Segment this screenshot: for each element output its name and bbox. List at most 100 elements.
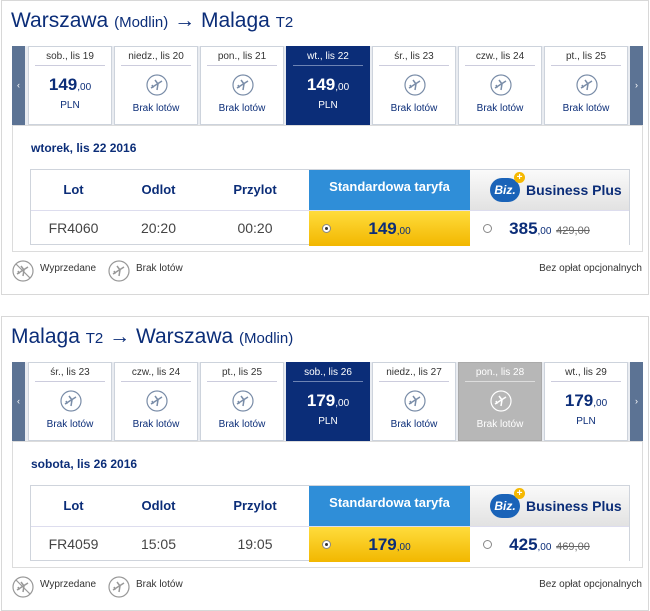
day-cell[interactable]: śr., lis 23 Brak lotów xyxy=(28,362,112,441)
no-flights-icon xyxy=(108,260,130,282)
price-cents: ,00 xyxy=(335,82,350,93)
currency: PLN xyxy=(318,100,338,111)
day-cell[interactable]: niedz., lis 20 Brak lotów xyxy=(114,46,198,125)
day-cell[interactable]: pon., lis 21 Brak lotów xyxy=(200,46,284,125)
biz-plus: + xyxy=(514,488,525,499)
title-from: Warszawa xyxy=(11,9,109,32)
day-cell[interactable]: pt., lis 25 Brak lotów xyxy=(200,362,284,441)
day-cell[interactable]: sob., lis 19 149,00 PLN xyxy=(28,46,112,125)
day-label: niedz., lis 27 xyxy=(379,367,449,382)
standard-fare[interactable]: 179,00 xyxy=(309,526,470,562)
price-cents: ,00 xyxy=(77,82,92,93)
day-cell[interactable]: czw., lis 24 Brak lotów xyxy=(114,362,198,441)
legend-note: Bez opłat opcjonalnych xyxy=(539,263,642,274)
no-flights-icon xyxy=(146,390,168,412)
day-cell[interactable]: wt., lis 22 149,00 PLN xyxy=(286,46,370,125)
old-cents: ,00 xyxy=(574,541,590,553)
day-label: czw., lis 24 xyxy=(121,367,191,382)
day-status: Brak lotów xyxy=(390,103,438,114)
sold-out-icon xyxy=(12,576,34,598)
day-cell[interactable]: sob., lis 26 179,00 PLN xyxy=(286,362,370,441)
header-flight: Lot xyxy=(63,498,84,513)
day-label: śr., lis 23 xyxy=(379,51,449,66)
business-cents: ,00 xyxy=(537,226,552,237)
fare-radio[interactable] xyxy=(483,224,492,233)
prev-button[interactable]: ‹ xyxy=(12,362,25,441)
title-from-note: (Modlin) xyxy=(114,14,169,31)
title-arrow: → xyxy=(109,325,131,348)
header-standard: Standardowa taryfa xyxy=(309,170,470,210)
selected-date: sobota, lis 26 2016 xyxy=(31,457,138,471)
day-cell[interactable]: pon., lis 28 Brak lotów xyxy=(458,362,542,441)
day-status: Brak lotów xyxy=(562,103,610,114)
biz-badge: Biz. xyxy=(490,178,520,202)
prev-button[interactable]: ‹ xyxy=(12,46,25,125)
no-flights-icon xyxy=(490,74,512,96)
fare-radio[interactable] xyxy=(322,540,331,549)
price-cents: ,00 xyxy=(593,398,608,409)
business-price: 425 xyxy=(509,535,538,554)
route-title: Warszawa (Modlin) → Malaga T2 xyxy=(11,9,293,33)
currency: PLN xyxy=(60,100,80,111)
price-amount: 149 xyxy=(48,75,78,94)
day-cell[interactable]: niedz., lis 27 Brak lotów xyxy=(372,362,456,441)
sold-out-icon xyxy=(12,260,34,282)
day-label: sob., lis 26 xyxy=(293,367,363,382)
cell-flight: FR4060 xyxy=(31,210,116,246)
legend-no-flights: Brak lotów xyxy=(136,263,183,274)
day-label: pt., lis 25 xyxy=(551,51,621,66)
fare-panel: wtorek, lis 22 2016 Lot Odlot Przylot Standa… xyxy=(12,125,643,252)
header-arrival: Przylot xyxy=(233,182,277,197)
business-fare[interactable]: 425,00 469,00 xyxy=(470,526,629,562)
title-to-note: (Modlin) xyxy=(239,330,294,347)
business-fare[interactable]: 385,00 429,00 xyxy=(470,210,629,246)
day-status: Brak lotów xyxy=(132,103,180,114)
header-departure: Odlot xyxy=(141,182,176,197)
day-cell[interactable]: czw., lis 24 Brak lotów xyxy=(458,46,542,125)
header-standard: Standardowa taryfa xyxy=(309,486,470,526)
price-amount: 179 xyxy=(306,391,336,410)
business-price: 385 xyxy=(509,219,538,238)
fare-table: Lot Odlot Przylot Standardowa taryfa Biz. + Bu… xyxy=(30,485,630,562)
day-price: 179,00 xyxy=(287,391,369,411)
header-departure: Odlot xyxy=(141,498,176,513)
title-to: Warszawa xyxy=(135,325,234,348)
day-label: pt., lis 25 xyxy=(207,367,277,382)
no-flights-icon xyxy=(108,576,130,598)
flight-section: Warszawa (Modlin) → Malaga T2 ‹ › sob., li… xyxy=(1,0,649,295)
cell-flight: FR4059 xyxy=(31,526,116,562)
fare-radio[interactable] xyxy=(322,224,331,233)
standard-fare[interactable]: 149,00 xyxy=(309,210,470,246)
selected-date: wtorek, lis 22 2016 xyxy=(31,141,137,155)
day-cell[interactable]: pt., lis 25 Brak lotów xyxy=(544,46,628,125)
flight-section: Malaga T2 → Warszawa (Modlin) ‹ › śr., lis… xyxy=(1,316,649,611)
no-flights-icon xyxy=(232,390,254,412)
next-button[interactable]: › xyxy=(630,362,643,441)
date-strip: ‹ › śr., lis 23 Brak lotów czw., lis 24 Brak … xyxy=(12,362,643,441)
legend-sold-out: Wyprzedane xyxy=(40,579,97,590)
day-status: Brak lotów xyxy=(132,419,180,430)
day-price: 179,00 xyxy=(545,391,627,411)
price-amount: 179 xyxy=(564,391,594,410)
currency: PLN xyxy=(318,416,338,427)
old-price: 469 xyxy=(556,541,575,553)
day-label: pon., lis 28 xyxy=(465,367,535,382)
price-amount: 149 xyxy=(306,75,336,94)
title-arrow: → xyxy=(174,9,196,32)
cell-departure: 20:20 xyxy=(116,210,201,246)
day-status: Brak lotów xyxy=(46,419,94,430)
route-title: Malaga T2 → Warszawa (Modlin) xyxy=(11,325,293,349)
day-cell[interactable]: wt., lis 29 179,00 PLN xyxy=(544,362,628,441)
day-cell[interactable]: śr., lis 23 Brak lotów xyxy=(372,46,456,125)
no-flights-icon xyxy=(404,74,426,96)
day-label: pon., lis 21 xyxy=(207,51,277,66)
date-strip: ‹ › sob., lis 19 149,00 PLN niedz., lis 20 Bra… xyxy=(12,46,643,125)
fare-radio[interactable] xyxy=(483,540,492,549)
title-from-note: T2 xyxy=(85,330,104,347)
no-flights-icon xyxy=(490,390,512,412)
next-button[interactable]: › xyxy=(630,46,643,125)
day-price: 149,00 xyxy=(29,75,111,95)
day-label: śr., lis 23 xyxy=(35,367,105,382)
no-flights-icon xyxy=(146,74,168,96)
